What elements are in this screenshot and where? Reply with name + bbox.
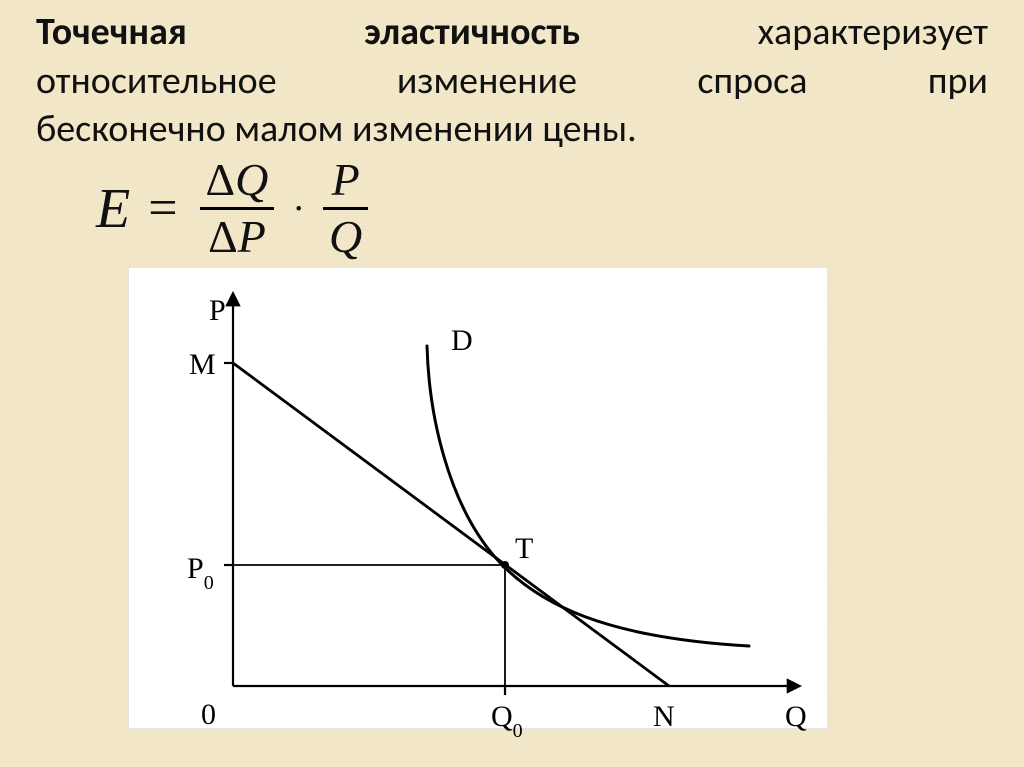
formula-frac-1: ΔQ ΔP xyxy=(200,156,275,262)
formula-frac-2: P Q xyxy=(323,156,368,262)
formula-lhs: E xyxy=(96,177,130,241)
formula-dot: · xyxy=(292,187,305,231)
delta-2: Δ xyxy=(208,211,238,262)
var-Q-1: Q xyxy=(235,154,268,205)
var-P-1: P xyxy=(238,211,266,262)
definition-text: Точечная эластичность характеризует отно… xyxy=(36,8,988,154)
slide-page: Точечная эластичность характеризует отно… xyxy=(0,0,1024,767)
var-P-2: P xyxy=(326,156,366,204)
body-word-4: спроса xyxy=(697,57,807,106)
point-label-T: T xyxy=(515,534,533,564)
fraction-bar-2 xyxy=(323,207,368,210)
fraction-bar-1 xyxy=(200,207,275,210)
body-word-5: при xyxy=(928,57,988,106)
formula-equals: = xyxy=(148,179,177,238)
point-label-M: M xyxy=(189,350,216,380)
axis-label-P: P xyxy=(209,296,226,326)
title-word-1: Точечная xyxy=(36,8,187,57)
demand-chart: P M D P0 T 0 Q0 N Q xyxy=(128,267,828,729)
elasticity-formula: E = ΔQ ΔP · P Q xyxy=(96,156,988,262)
origin-label-0: 0 xyxy=(201,700,216,730)
body-line-3: бесконечно малом изменении цены. xyxy=(36,105,988,154)
body-word-2: относительное xyxy=(36,57,277,106)
axis-label-Q: Q xyxy=(785,702,807,732)
delta-1: Δ xyxy=(206,154,236,205)
chart-svg xyxy=(129,268,829,730)
body-word-3: изменение xyxy=(397,57,577,106)
point-label-N: N xyxy=(653,702,675,732)
axis-label-P0: P0 xyxy=(187,554,214,589)
body-word-1: характеризует xyxy=(758,8,988,57)
var-Q-2: Q xyxy=(323,213,368,261)
axis-label-Q0: Q0 xyxy=(491,702,523,737)
curve-label-D: D xyxy=(451,326,473,356)
title-word-2: эластичность xyxy=(364,8,580,57)
